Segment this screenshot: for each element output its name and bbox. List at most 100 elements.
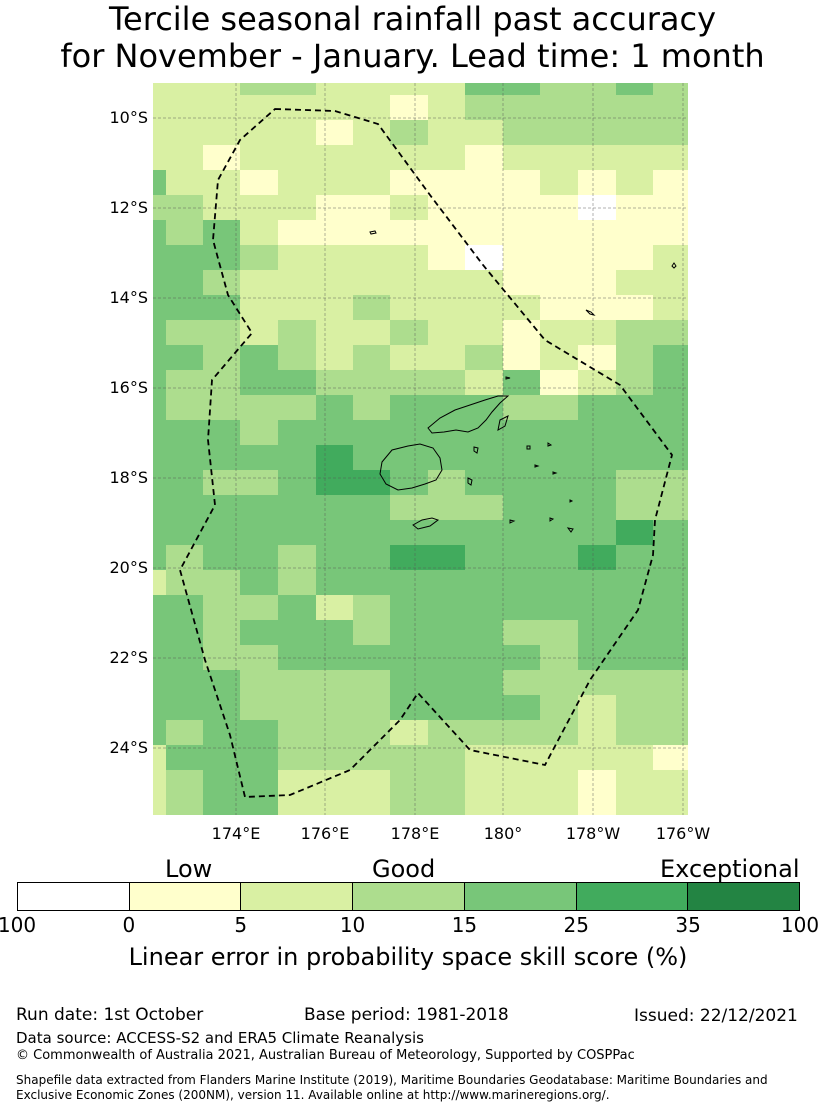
grid-cell [203, 320, 240, 345]
colorbar-tick-label: 10 [339, 913, 366, 937]
grid-cell [465, 445, 503, 470]
grid-cell [166, 295, 203, 320]
grid-cell [166, 270, 203, 295]
grid-cell [428, 470, 465, 495]
skill-grid [153, 83, 688, 815]
grid-cell [616, 645, 653, 670]
grid-cell [240, 83, 278, 95]
grid-cell [578, 545, 616, 570]
viti-levu-island [379, 443, 443, 491]
grid-cell [153, 120, 166, 145]
grid-cell [278, 645, 316, 670]
grid-cell [240, 270, 278, 295]
grid-cell [503, 770, 540, 815]
longitude-label: 180° [483, 824, 523, 843]
grid-cell [503, 195, 540, 220]
grid-cell [278, 420, 316, 445]
grid-cell [540, 120, 578, 145]
colorbar-segment [576, 883, 689, 910]
grid-cell [540, 745, 578, 770]
grid-cell [353, 495, 390, 520]
grid-cell [390, 83, 428, 95]
grid-cell [503, 83, 540, 95]
grid-cell [353, 345, 390, 370]
grid-cell [353, 670, 390, 695]
grid-cell [166, 745, 203, 770]
grid-cell [390, 545, 428, 570]
grid-cell [153, 420, 166, 445]
grid-cell [316, 245, 353, 270]
grid-cell [316, 745, 353, 770]
grid-cell [390, 520, 428, 545]
shapefile-credit-line1: Shapefile data extracted from Flanders M… [16, 1073, 768, 1087]
grid-cell [540, 295, 578, 320]
grid-cell [353, 420, 390, 445]
grid-cell [240, 345, 278, 370]
grid-cell [316, 445, 353, 470]
grid-cell [616, 720, 653, 745]
grid-cell [616, 570, 653, 595]
grid-cell [353, 95, 390, 120]
grid-cell [166, 145, 203, 170]
grid-cell [390, 470, 428, 495]
latitude-label: 12°S [109, 198, 148, 217]
grid-cell [353, 720, 390, 745]
grid-cell [465, 395, 503, 420]
grid-cell [465, 720, 503, 745]
grid-cell [278, 270, 316, 295]
grid-cell [316, 770, 353, 815]
grid-cell [240, 645, 278, 670]
grid-cell [653, 270, 688, 295]
grid-cell [578, 345, 616, 370]
grid-cell [503, 370, 540, 395]
grid-cell [278, 170, 316, 195]
grid-cell [353, 645, 390, 670]
colorbar-tick-label: 15 [451, 913, 478, 937]
grid-cell [203, 395, 240, 420]
grid-cell [465, 495, 503, 520]
grid-cell [428, 570, 465, 595]
grid-cell [353, 320, 390, 345]
grid-cell [353, 83, 390, 95]
grid-cell [578, 170, 616, 195]
grid-cell [616, 120, 653, 145]
grid-cell [316, 395, 353, 420]
grid-cell [616, 770, 653, 815]
grid-cell [153, 170, 166, 195]
grid-cell [428, 620, 465, 645]
longitude-label: 176°W [655, 824, 711, 843]
grid-cell [203, 220, 240, 245]
grid-cell [278, 745, 316, 770]
grid-cell [578, 720, 616, 745]
grid-cell [153, 345, 166, 370]
grid-cell [428, 695, 465, 720]
grid-cell [353, 195, 390, 220]
grid-cell [203, 770, 240, 815]
grid-cell [540, 270, 578, 295]
grid-cell [203, 570, 240, 595]
grid-cell [353, 445, 390, 470]
grid-cell [653, 595, 688, 620]
grid-cell [203, 245, 240, 270]
grid-cell [616, 695, 653, 720]
grid-cell [578, 395, 616, 420]
grid-cell [390, 220, 428, 245]
grid-cell [278, 83, 316, 95]
grid-cell [278, 220, 316, 245]
longitude-label: 176°E [300, 824, 350, 843]
copyright: © Commonwealth of Australia 2021, Austra… [16, 1048, 635, 1063]
latitude-label: 14°S [109, 288, 148, 307]
grid-cell [203, 495, 240, 520]
grid-cell [503, 495, 540, 520]
grid-cell [428, 170, 465, 195]
grid-cell [540, 695, 578, 720]
grid-cell [616, 170, 653, 195]
grid-cell [428, 745, 465, 770]
grid-cell [653, 495, 688, 520]
grid-cell [578, 670, 616, 695]
grid-cell [278, 670, 316, 695]
grid-cell [578, 495, 616, 520]
grid-cell [540, 420, 578, 445]
grid-cell [540, 445, 578, 470]
grid-cell [653, 195, 688, 220]
